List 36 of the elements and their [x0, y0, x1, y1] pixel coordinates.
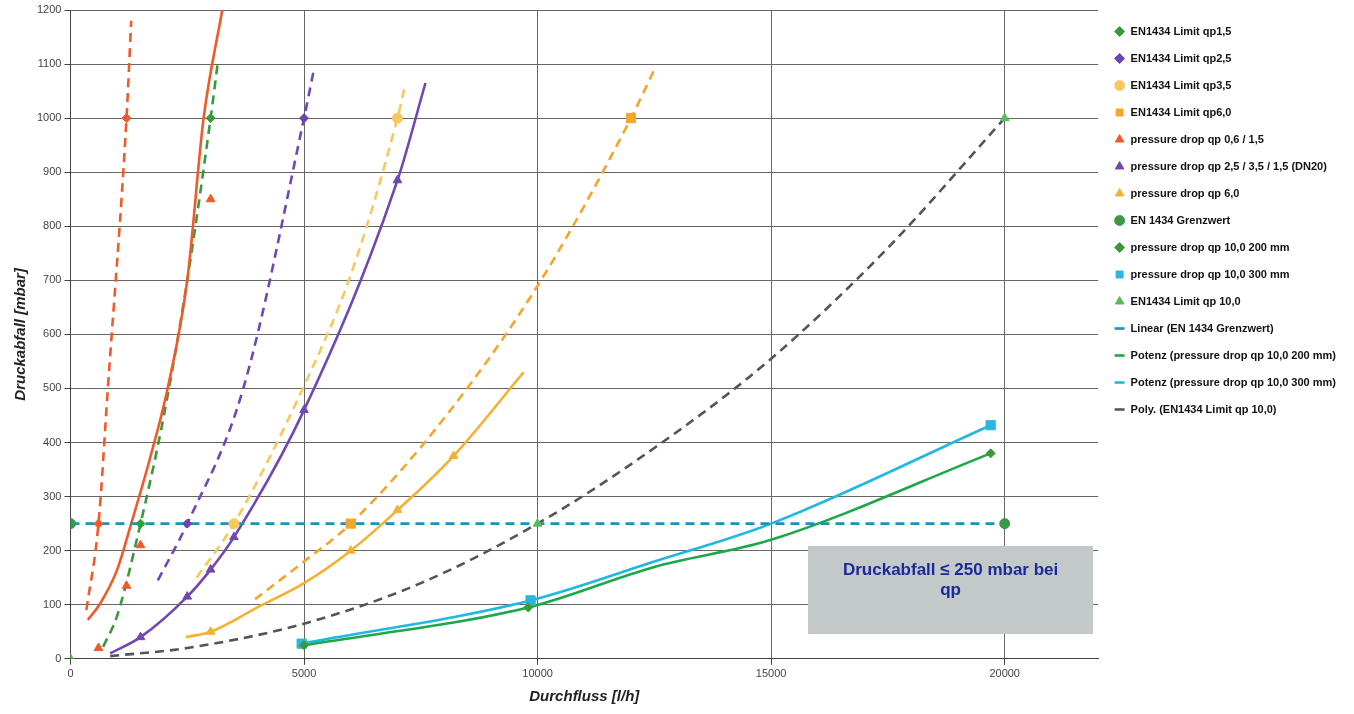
legend-label: pressure drop qp 2,5 / 3,5 / 1,5 (DN20) [1130, 159, 1328, 172]
y-tick-label: 400 [43, 435, 62, 448]
legend-label: pressure drop qp 6,0 [1130, 186, 1240, 199]
x-axis-title: Durchfluss [l/h] [529, 687, 641, 705]
note-box: Druckabfall ≤ 250 mbar bei qp [808, 545, 1094, 634]
legend-label: EN1434 Limit qp3,5 [1130, 78, 1232, 91]
x-tick-label: 0 [67, 667, 74, 680]
legend-label: Linear (EN 1434 Grenzwert) [1130, 321, 1274, 334]
legend-label: Poly. (EN1434 Limit qp 10,0) [1130, 402, 1277, 415]
y-tick-label: 300 [43, 489, 62, 502]
y-tick-label: 100 [43, 597, 62, 610]
legend-label: pressure drop qp 10,0 200 mm [1130, 240, 1290, 253]
legend-label: EN1434 Limit qp6,0 [1130, 105, 1232, 118]
y-tick-label: 500 [43, 381, 62, 394]
y-tick-label: 1200 [36, 3, 62, 16]
y-tick-label: 200 [43, 543, 62, 556]
legend-label: pressure drop qp 10,0 300 mm [1130, 267, 1290, 280]
y-axis-title: Druckabfall [mbar] [11, 267, 29, 401]
legend-label: EN1434 Limit qp 10,0 [1130, 294, 1241, 307]
legend-label: EN1434 Limit qp2,5 [1130, 51, 1232, 64]
y-tick-label: 900 [43, 165, 62, 178]
y-tick-label: 1100 [37, 57, 62, 70]
legend-label: Potenz (pressure drop qp 10,0 200 mm) [1130, 348, 1337, 361]
x-tick-label: 10000 [522, 667, 553, 680]
y-tick-label: 1000 [36, 111, 62, 124]
x-tick-label: 5000 [291, 667, 317, 680]
y-tick-label: 700 [43, 273, 62, 286]
legend-label: Potenz (pressure drop qp 10,0 300 mm) [1130, 375, 1337, 388]
x-tick-label: 20000 [989, 667, 1020, 680]
y-tick-label: 600 [43, 327, 62, 340]
y-tick-label: 800 [43, 219, 62, 232]
legend-label: pressure drop qp 0,6 / 1,5 [1130, 132, 1264, 145]
y-tick-label: 0 [55, 651, 62, 664]
legend-label: EN1434 Limit qp1,5 [1130, 24, 1232, 37]
x-tick-label: 15000 [755, 667, 787, 680]
legend-label: EN 1434 Grenzwert [1130, 213, 1231, 226]
